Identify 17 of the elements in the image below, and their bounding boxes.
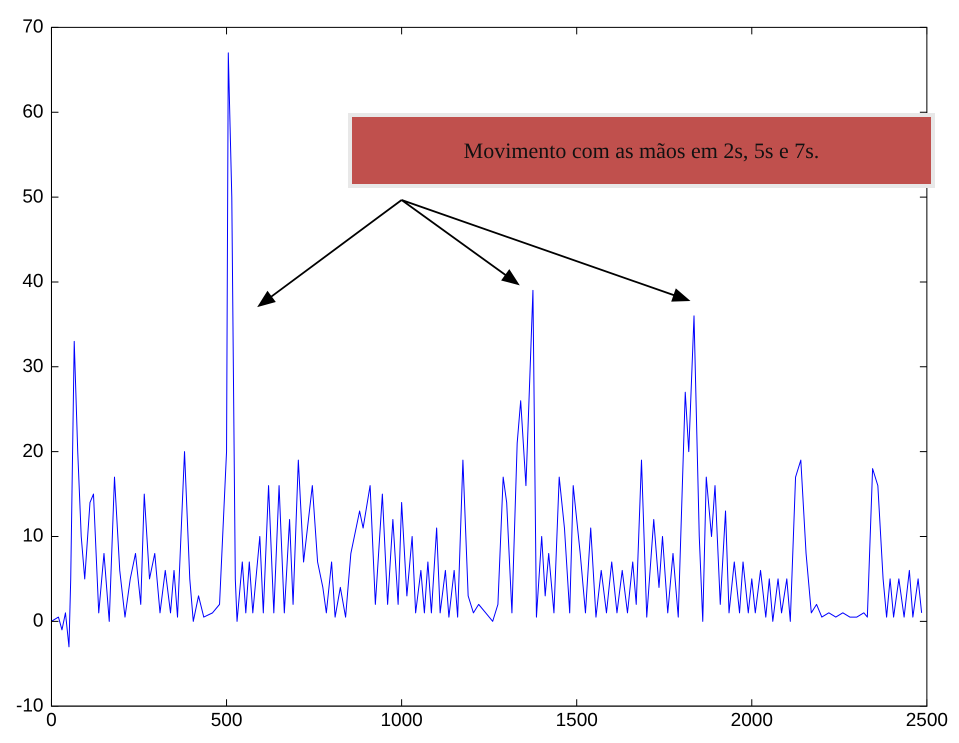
y-tick-label: 70 [22, 16, 44, 38]
note-box: Movimento com as mãos em 2s, 5s e 7s. [348, 113, 935, 188]
annotation: Movimento com as mãos em 2s, 5s e 7s. [464, 138, 820, 164]
x-tick-label: 2000 [730, 710, 773, 731]
x-tick-label: 500 [210, 710, 242, 731]
y-tick-label: 30 [22, 356, 44, 378]
y-tick-label: 10 [22, 526, 44, 547]
y-tick-label: -10 [16, 695, 44, 716]
y-tick-label: 0 [32, 610, 44, 632]
y-tick-label: 40 [22, 271, 44, 292]
y-tick-label: 50 [22, 186, 44, 208]
y-tick-label: 20 [22, 440, 44, 462]
x-tick-label: 1000 [380, 710, 423, 731]
x-tick-label: 2500 [906, 710, 948, 731]
y-tick-label: 60 [22, 101, 44, 122]
x-tick-label: 0 [46, 710, 57, 731]
x-tick-label: 1500 [556, 710, 598, 731]
